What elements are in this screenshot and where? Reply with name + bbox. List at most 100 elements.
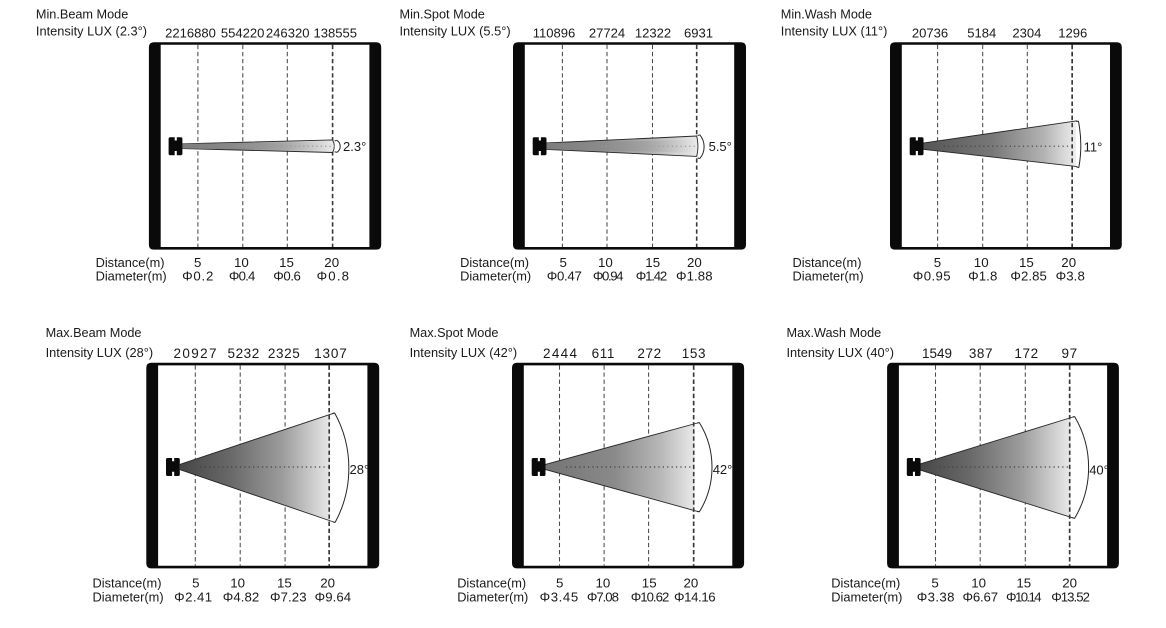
svg-text:5: 5 [194,255,201,270]
svg-text:11°: 11° [1084,140,1103,155]
svg-text:2325: 2325 [268,346,300,361]
svg-text:2304: 2304 [1012,25,1041,40]
svg-text:Φ10.14: Φ10.14 [1006,589,1042,604]
svg-text:1307: 1307 [314,346,347,361]
svg-text:Φ0.4: Φ0.4 [229,268,255,283]
svg-text:Φ9.64: Φ9.64 [315,589,352,604]
svg-text:Max.Beam Mode: Max.Beam Mode [46,326,142,340]
svg-text:2.3°: 2.3° [343,139,366,154]
svg-text:97: 97 [1061,346,1077,361]
svg-text:611: 611 [592,346,615,361]
svg-text:246320: 246320 [266,25,310,40]
svg-text:2444: 2444 [543,346,578,361]
svg-text:10: 10 [230,575,245,590]
svg-text:1296: 1296 [1058,25,1087,40]
svg-text:Φ7.08: Φ7.08 [587,589,619,604]
svg-text:5232: 5232 [227,346,259,361]
svg-text:5.5°: 5.5° [709,139,732,154]
svg-text:28°: 28° [350,462,370,477]
svg-text:Distance(m): Distance(m) [93,575,162,590]
svg-text:Intensity LUX (28°): Intensity LUX (28°) [46,345,154,360]
svg-text:Intensity LUX (2.3°): Intensity LUX (2.3°) [36,23,147,38]
svg-text:15: 15 [1016,575,1031,590]
svg-text:20: 20 [320,575,335,590]
svg-text:387: 387 [969,346,993,361]
svg-text:10: 10 [971,575,986,590]
svg-text:Max.Wash Mode: Max.Wash Mode [787,326,882,340]
svg-text:20927: 20927 [174,346,218,361]
svg-text:Φ1.88: Φ1.88 [676,268,713,283]
svg-text:Φ2.85: Φ2.85 [1010,268,1046,283]
svg-text:15: 15 [1019,255,1034,270]
svg-text:6931: 6931 [684,25,713,40]
svg-text:12322: 12322 [635,25,671,40]
svg-text:138555: 138555 [314,25,358,40]
svg-text:Φ0.8: Φ0.8 [317,268,349,283]
svg-text:20: 20 [1062,575,1077,590]
svg-text:Diameter(m): Diameter(m) [96,268,167,283]
svg-text:20: 20 [1061,255,1076,270]
svg-text:5: 5 [934,255,941,270]
svg-text:Φ0.47: Φ0.47 [547,268,582,283]
svg-text:Φ2.41: Φ2.41 [174,589,212,604]
svg-text:Distance(m): Distance(m) [457,575,526,590]
svg-text:Φ10.62: Φ10.62 [631,589,670,604]
svg-text:2216880: 2216880 [165,25,216,40]
svg-text:40°: 40° [1089,462,1109,477]
svg-text:5184: 5184 [967,25,996,40]
svg-text:15: 15 [642,575,657,590]
svg-text:10: 10 [598,255,613,270]
svg-text:554220: 554220 [221,25,265,40]
svg-text:Diameter(m): Diameter(m) [793,268,864,283]
svg-text:5: 5 [931,575,938,590]
svg-text:272: 272 [637,346,661,361]
svg-text:Min.Beam Mode: Min.Beam Mode [36,7,128,21]
svg-text:Φ3.38: Φ3.38 [917,589,955,604]
svg-text:Φ0.2: Φ0.2 [182,268,213,283]
svg-text:Φ7.23: Φ7.23 [270,589,307,604]
svg-text:15: 15 [277,575,292,590]
svg-text:Min.Spot Mode: Min.Spot Mode [400,7,485,21]
svg-text:Intensity LUX (11°): Intensity LUX (11°) [781,23,888,38]
svg-text:Min.Wash Mode: Min.Wash Mode [781,7,872,21]
svg-text:20: 20 [684,575,699,590]
svg-text:1549: 1549 [922,346,953,361]
svg-text:Φ0.6: Φ0.6 [273,268,301,283]
svg-text:Intensity LUX (42°): Intensity LUX (42°) [410,345,518,360]
svg-text:Φ13.52: Φ13.52 [1051,589,1090,604]
svg-text:5: 5 [192,575,199,590]
svg-text:42°: 42° [713,462,733,477]
svg-text:20: 20 [324,255,339,270]
svg-text:27724: 27724 [589,25,625,40]
svg-text:Φ4.82: Φ4.82 [223,589,259,604]
svg-text:10: 10 [974,255,989,270]
svg-text:20736: 20736 [912,25,948,40]
svg-text:Intensity LUX (40°): Intensity LUX (40°) [787,345,895,360]
svg-text:Φ3.45: Φ3.45 [540,589,579,604]
svg-text:5: 5 [556,575,563,590]
svg-text:Intensity LUX (5.5°): Intensity LUX (5.5°) [400,23,511,38]
svg-text:153: 153 [682,346,706,361]
svg-text:Diameter(m): Diameter(m) [457,589,528,604]
svg-text:Distance(m): Distance(m) [793,255,862,270]
svg-text:10: 10 [596,575,611,590]
svg-text:110896: 110896 [533,25,576,40]
svg-text:Max.Spot Mode: Max.Spot Mode [410,326,499,340]
svg-text:15: 15 [645,255,660,270]
svg-text:Φ0.95: Φ0.95 [913,268,951,283]
svg-text:5: 5 [559,255,566,270]
svg-text:Diameter(m): Diameter(m) [93,589,164,604]
svg-text:Φ0.94: Φ0.94 [593,268,624,283]
svg-text:10: 10 [234,255,249,270]
svg-text:Φ1.8: Φ1.8 [968,268,997,283]
svg-text:Diameter(m): Diameter(m) [831,589,902,604]
svg-text:Distance(m): Distance(m) [460,255,529,270]
svg-text:Φ14.16: Φ14.16 [674,589,716,604]
svg-text:Φ6.67: Φ6.67 [963,589,999,604]
svg-text:Φ3.8: Φ3.8 [1056,268,1085,283]
svg-text:15: 15 [279,255,294,270]
svg-text:Diameter(m): Diameter(m) [460,268,531,283]
svg-text:20: 20 [687,255,702,270]
svg-text:172: 172 [1014,346,1038,361]
svg-text:Distance(m): Distance(m) [831,575,900,590]
